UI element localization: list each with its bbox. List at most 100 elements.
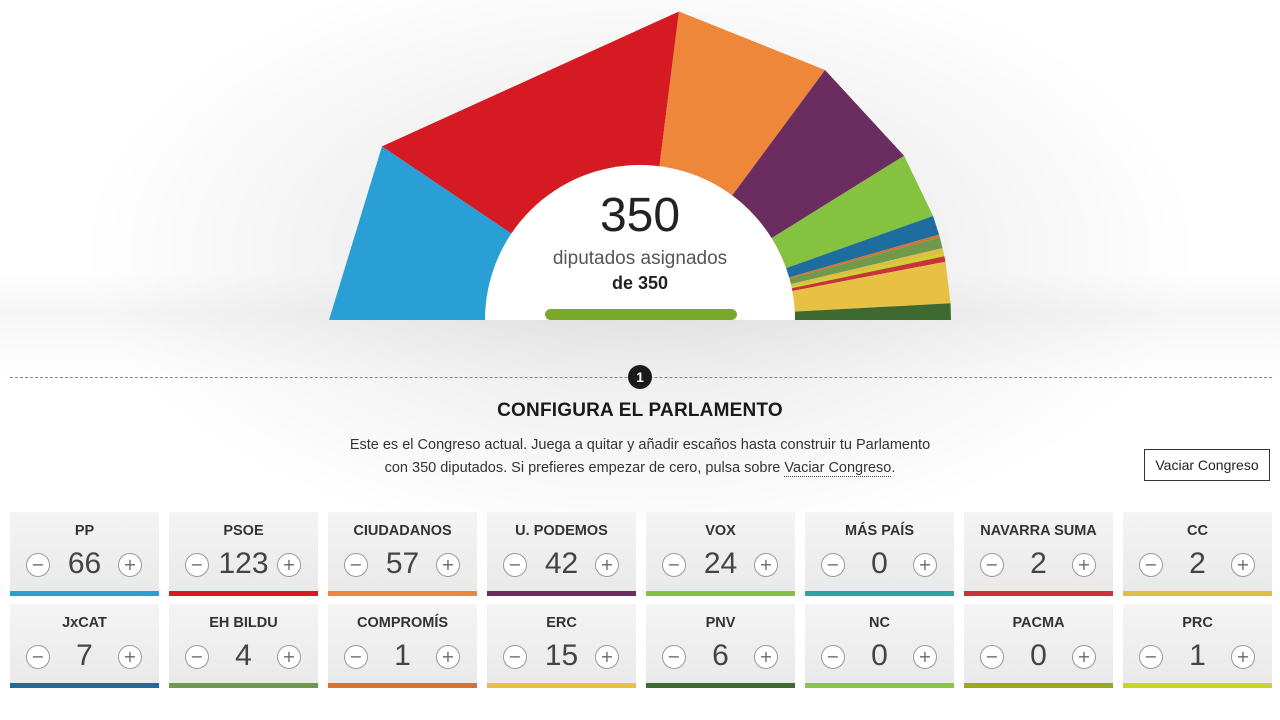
party-name: PRC [1182, 615, 1213, 631]
party-color-bar [1123, 683, 1272, 688]
party-name: PP [74, 523, 95, 539]
decrease-seats-button[interactable]: − [185, 553, 209, 577]
party-name: PSOE [223, 523, 264, 539]
decrease-seats-button[interactable]: − [980, 645, 1004, 669]
party-card-vox: VOX −24 + [646, 512, 795, 596]
section-title: CONFIGURA EL PARLAMENTO [497, 400, 783, 421]
increase-seats-button[interactable]: + [754, 645, 778, 669]
hemicycle-segment-eh-bildu [789, 237, 943, 285]
party-seat-count: 0 [871, 547, 888, 580]
party-seat-count: 1 [1189, 639, 1206, 672]
increase-seats-button[interactable]: + [1072, 553, 1096, 577]
decrease-seats-button[interactable]: − [980, 553, 1004, 577]
increase-seats-button[interactable]: + [118, 553, 142, 577]
party-card-mas-pais: MÁS PAÍS − 0 + [805, 512, 954, 596]
hemicycle-segment-comprom-s [789, 234, 940, 279]
party-seat-count: 2 [1189, 547, 1206, 580]
increase-seats-button[interactable]: + [595, 553, 619, 577]
increase-seats-button[interactable]: + [913, 645, 937, 669]
empty-congress-button[interactable]: Vaciar Congreso [1144, 449, 1270, 481]
party-card-erc: ERC −15 + [487, 604, 636, 688]
party-name: NC [869, 615, 890, 631]
party-card-jxcat: JxCAT − 7 + [10, 604, 159, 688]
increase-seats-button[interactable]: + [1231, 553, 1255, 577]
party-name: NAVARRA SUMA [980, 523, 1097, 539]
party-card-nc: NC − 0 + [805, 604, 954, 688]
intro-line-1: Este es el Congreso actual. Juega a quit… [349, 437, 931, 453]
decrease-seats-button[interactable]: − [1139, 645, 1163, 669]
party-card-pp: PP −66 + [10, 512, 159, 596]
party-card-compromis: COMPROMÍS − 1 + [328, 604, 477, 688]
party-seat-count: 0 [871, 639, 888, 672]
increase-seats-button[interactable]: + [595, 645, 619, 669]
increase-seats-button[interactable]: + [436, 645, 460, 669]
party-name: EH BILDU [209, 615, 278, 631]
party-seat-count: 7 [76, 639, 93, 672]
increase-seats-button[interactable]: + [277, 553, 301, 577]
hemicycle-segment-cc [790, 248, 944, 287]
party-seat-count: 1 [394, 639, 411, 672]
increase-seats-button[interactable]: + [913, 553, 937, 577]
party-color-bar [328, 683, 477, 688]
party-name: JxCAT [62, 615, 107, 631]
party-name: CIUDADANOS [353, 523, 452, 539]
empty-congress-link[interactable]: Vaciar Congreso [784, 460, 892, 477]
decrease-seats-button[interactable]: − [344, 645, 368, 669]
party-color-bar [487, 591, 636, 596]
party-seat-count: 66 [67, 547, 102, 580]
increase-seats-button[interactable]: + [277, 645, 301, 669]
party-color-bar [10, 591, 159, 596]
party-card-eh-bildu: EH BILDU − 4 + [169, 604, 318, 688]
intro-line-2-suffix: . [891, 460, 896, 476]
party-name: U. PODEMOS [515, 523, 608, 539]
intro-line-2: con 350 diputados. Si prefieres empezar … [320, 457, 960, 480]
decrease-seats-button[interactable]: − [662, 645, 686, 669]
decrease-seats-button[interactable]: − [662, 553, 686, 577]
total-seats-label: de 350 [611, 273, 669, 293]
decrease-seats-button[interactable]: − [821, 553, 845, 577]
party-name: PACMA [1012, 615, 1065, 631]
party-card-pacma: PACMA − 0 + [964, 604, 1113, 688]
increase-seats-button[interactable]: + [118, 645, 142, 669]
party-seat-count: 24 [703, 547, 738, 580]
increase-seats-button[interactable]: + [436, 553, 460, 577]
party-card-ciudadanos: CIUDADANOS −57 + [328, 512, 477, 596]
party-color-bar [169, 591, 318, 596]
party-seat-count: 6 [712, 639, 729, 672]
assigned-seats-number: 350 [599, 189, 681, 242]
increase-seats-button[interactable]: + [754, 553, 778, 577]
hemicycle-segment-jxcat [786, 215, 940, 278]
hemicycle-segment-prc [791, 253, 945, 289]
assigned-seats-label: diputados asignados [552, 248, 728, 269]
decrease-seats-button[interactable]: − [1139, 553, 1163, 577]
party-name: MÁS PAÍS [844, 523, 915, 539]
party-seat-count: 42 [544, 547, 579, 580]
decrease-seats-button[interactable]: − [185, 645, 209, 669]
party-seat-count: 15 [544, 639, 579, 672]
hemicycle-segment-erc [792, 261, 951, 312]
party-name: PNV [705, 615, 736, 631]
party-name: ERC [546, 615, 577, 631]
hemicycle-segment-vox [771, 155, 934, 269]
increase-seats-button[interactable]: + [1231, 645, 1255, 669]
decrease-seats-button[interactable]: − [503, 553, 527, 577]
decrease-seats-button[interactable]: − [821, 645, 845, 669]
party-color-bar [646, 683, 795, 688]
assignment-progress-fill [545, 309, 737, 320]
intro-line-2-prefix: con 350 diputados. Si prefieres empezar … [384, 460, 785, 476]
party-color-bar [805, 683, 954, 688]
decrease-seats-button[interactable]: − [503, 645, 527, 669]
party-card-navarra-suma: NAVARRA SUMA − 2 + [964, 512, 1113, 596]
hemicycle-segment-navarra-suma [791, 256, 946, 291]
hemicycle-segment-ciudadanos [659, 11, 826, 196]
party-color-bar [964, 683, 1113, 688]
party-grid: PP −66 + PSOE −123 + CIUDADANOS −57 + U. PODEMOS −… [10, 512, 1272, 688]
party-card-prc: PRC − 1 + [1123, 604, 1272, 688]
decrease-seats-button[interactable]: − [344, 553, 368, 577]
decrease-seats-button[interactable]: − [26, 645, 50, 669]
party-color-bar [964, 591, 1113, 596]
decrease-seats-button[interactable]: − [26, 553, 50, 577]
assignment-progress-bar [545, 309, 737, 320]
party-card-u-podemos: U. PODEMOS −42 + [487, 512, 636, 596]
increase-seats-button[interactable]: + [1072, 645, 1096, 669]
